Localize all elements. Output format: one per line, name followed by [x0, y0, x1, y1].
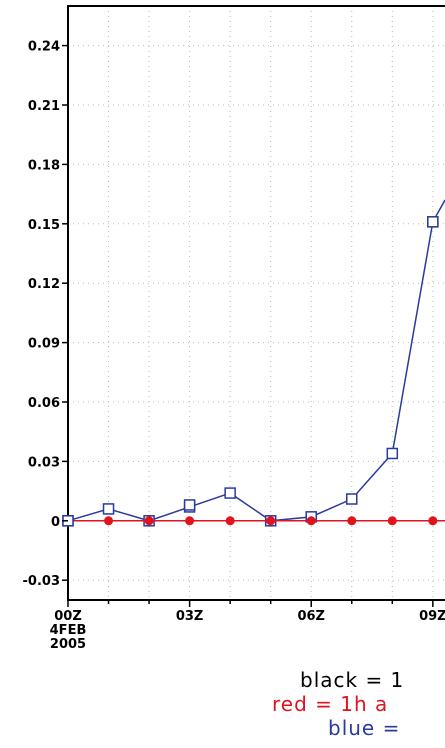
data-point-square	[386, 447, 399, 460]
series-line-blue	[67, 199, 445, 522]
x-date-label-year: 2005	[50, 637, 86, 652]
data-point-square	[224, 487, 236, 499]
series-layer	[62, 199, 445, 527]
data-point-circle	[428, 516, 438, 526]
y-tick-label: -0.03	[23, 574, 60, 589]
data-point-circle	[347, 516, 357, 526]
y-tick-label: 0.12	[28, 277, 60, 292]
legend-line-red: red = 1h a	[272, 692, 389, 716]
data-point-circle	[225, 516, 235, 526]
x-tick-label: 00Z	[54, 609, 82, 624]
y-tick-label: 0.18	[28, 158, 60, 173]
data-point-square	[427, 216, 439, 228]
series-group	[62, 199, 445, 527]
legend-line-black: black = 1	[300, 668, 405, 692]
y-tick-label: 0.21	[28, 99, 60, 114]
data-point-circle	[144, 516, 154, 526]
x-axis: 4FEB 2005 00Z 03Z 06Z 09Z	[50, 600, 445, 652]
x-tick-label: 09Z	[419, 609, 445, 624]
data-point-square	[102, 503, 115, 515]
y-tick-label: 0.06	[28, 396, 60, 411]
data-point-circle	[266, 516, 276, 526]
data-point-square	[346, 493, 358, 505]
data-point-circle	[104, 516, 114, 526]
x-date-label-day: 4FEB	[50, 623, 87, 638]
x-tick-label: 03Z	[176, 609, 204, 624]
data-point-circle	[306, 516, 316, 526]
y-tick-label: 0.15	[28, 218, 60, 233]
data-point-circle	[387, 516, 397, 526]
y-tick-label: 0.09	[28, 337, 60, 352]
y-tick-label: 0.03	[28, 455, 60, 470]
y-axis: -0.03 0 0.03 0.06 0.09 0.12 0.15 0.18 0.21 0.24	[23, 40, 68, 589]
y-tick-label: 0.24	[28, 40, 60, 55]
data-point-square	[183, 499, 196, 511]
data-point-circle	[185, 516, 195, 526]
y-tick-label: 0	[51, 515, 60, 530]
plot-frame	[67, 5, 445, 601]
x-tick-label: 06Z	[297, 609, 325, 624]
legend-line-blue: blue =	[328, 716, 401, 740]
